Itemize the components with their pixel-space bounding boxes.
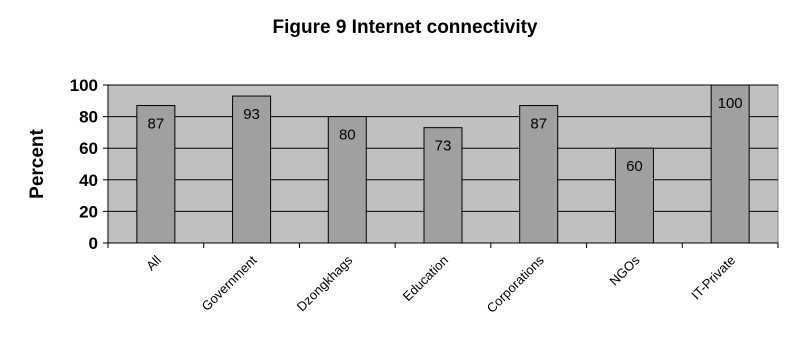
x-tick-label: Dzongkhags: [294, 252, 356, 314]
data-labels: 87 93 80 73 87 60 100: [148, 95, 743, 175]
bar: [327, 116, 367, 244]
bar: [423, 127, 463, 244]
chart-title: Figure 9 Internet connectivity: [273, 17, 538, 38]
data-label: 100: [718, 95, 743, 112]
data-label: 93: [243, 106, 260, 123]
data-label: 87: [148, 116, 165, 133]
x-tick-label: Corporations: [484, 252, 548, 316]
bar: [614, 147, 654, 244]
y-tick-label: 20: [79, 202, 98, 221]
bar: [710, 84, 750, 244]
y-tick-label: 60: [79, 139, 98, 158]
data-label: 87: [530, 116, 547, 133]
x-tick-label: Education: [400, 253, 451, 304]
y-axis-label: Percent: [27, 128, 48, 198]
data-label: 60: [626, 158, 643, 175]
x-tick-label: Government: [198, 252, 259, 313]
y-tick-label: 100: [70, 76, 98, 95]
x-tick-label: All: [143, 252, 164, 273]
x-tick-label: IT-Private: [688, 253, 738, 303]
y-axis-ticks: 0 20 40 60 80 100: [70, 76, 108, 253]
bar: [232, 95, 272, 244]
y-tick-label: 80: [79, 108, 98, 127]
data-label: 80: [339, 127, 356, 144]
x-axis-ticks: All Government Dzongkhags Education Corporat…: [107, 243, 779, 316]
y-tick-label: 40: [79, 171, 98, 190]
bars: [136, 84, 750, 244]
y-tick-label: 0: [89, 234, 98, 253]
data-label: 73: [435, 138, 452, 155]
x-tick-label: NGOs: [606, 252, 642, 288]
bar: [519, 105, 559, 244]
